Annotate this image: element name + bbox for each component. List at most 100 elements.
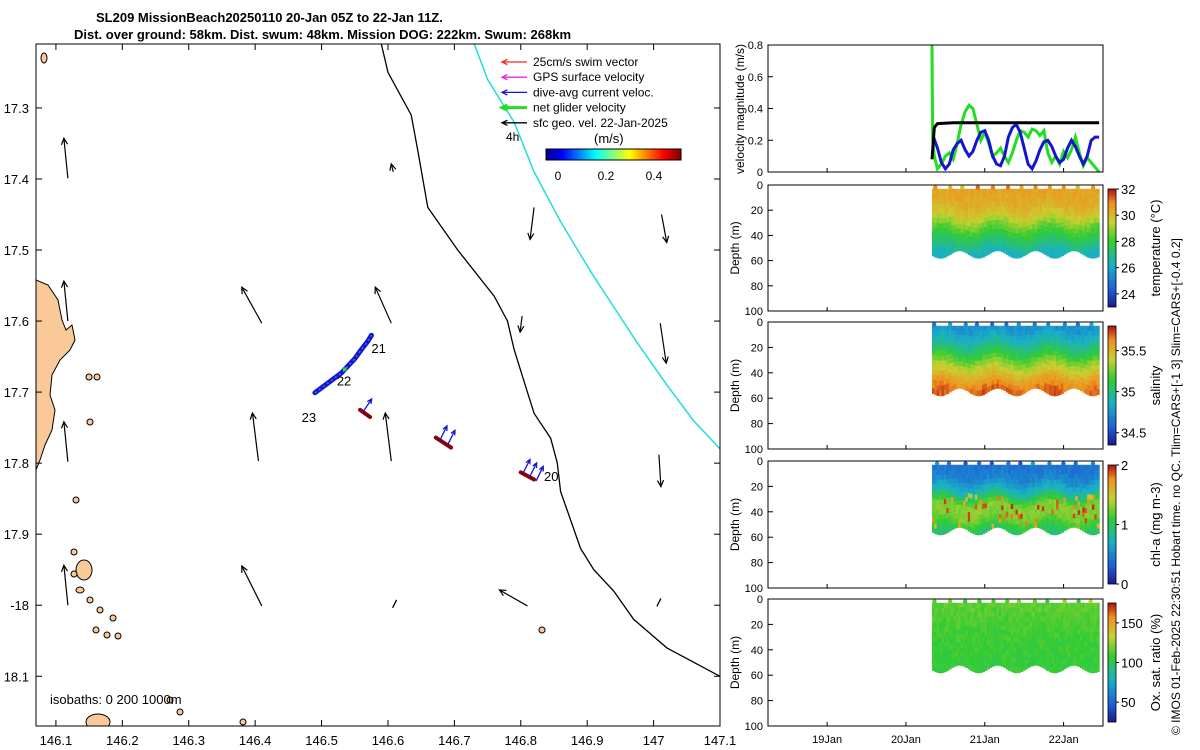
heatmap-cell xyxy=(1003,464,1007,470)
heatmap-cell xyxy=(1051,647,1055,654)
heatmap-cell xyxy=(1020,494,1024,500)
heatmap-cell xyxy=(948,230,952,237)
heatmap-cell xyxy=(1091,529,1095,536)
heatmap-cell xyxy=(1087,499,1091,505)
heatmap-cell xyxy=(943,374,947,381)
heatmap-cell xyxy=(941,627,945,634)
heatmap-cell xyxy=(1006,335,1009,341)
heatmap-cell xyxy=(1082,330,1086,336)
heatmap-cell xyxy=(1027,630,1031,636)
heatmap-cell xyxy=(1006,512,1009,518)
heatmap-cell xyxy=(1025,469,1029,475)
heatmap-cell xyxy=(1087,208,1091,214)
heatmap-cell xyxy=(1068,357,1071,363)
heatmap-cell xyxy=(1091,325,1095,332)
heatmap-cell xyxy=(1001,233,1005,239)
heatmap-cell xyxy=(1015,198,1019,205)
heatmap-cell xyxy=(1044,382,1048,388)
heatmap-cell xyxy=(951,353,955,359)
heatmap-cell xyxy=(1039,611,1043,617)
heatmap-cell xyxy=(1051,632,1055,639)
heatmap-cell xyxy=(1017,370,1021,377)
heatmap-cell xyxy=(1008,631,1012,638)
heatmap-cell xyxy=(960,242,964,247)
island xyxy=(176,708,184,716)
heatmap-cell xyxy=(967,621,971,627)
heatmap-cell xyxy=(1032,352,1036,358)
heatmap-cell xyxy=(986,193,990,199)
heatmap-cell xyxy=(967,207,971,213)
heatmap-cell xyxy=(1044,493,1048,499)
surface-sample-dot xyxy=(1032,322,1037,327)
heatmap-cell xyxy=(1096,622,1100,628)
heatmap-cell xyxy=(1025,616,1029,623)
heatmap-cell xyxy=(1060,383,1064,389)
geo-velocity-arrow xyxy=(382,411,392,462)
heatmap-cell xyxy=(1084,665,1088,672)
heatmap-cell xyxy=(1068,330,1071,336)
heatmap-cell xyxy=(1075,224,1079,230)
heatmap-cell xyxy=(1010,656,1014,663)
heatmap-cell xyxy=(1037,370,1040,376)
heatmap-cell xyxy=(941,340,945,347)
heatmap-cell xyxy=(1060,665,1064,671)
heatmap-cell xyxy=(941,390,945,396)
heatmap-cell xyxy=(1075,188,1079,194)
heatmap-cell xyxy=(1041,662,1045,669)
heatmap-cell xyxy=(967,363,971,369)
heatmap-cell xyxy=(998,366,1002,372)
heatmap-cell xyxy=(965,376,969,382)
heatmap-cell xyxy=(1008,522,1012,529)
geo-short-arrow xyxy=(392,599,398,609)
heatmap-cell xyxy=(946,198,950,204)
heatmap-cell xyxy=(1051,370,1055,377)
heatmap-cell xyxy=(994,651,997,657)
heatmap-cell xyxy=(1077,238,1081,244)
heatmap-cell xyxy=(1080,330,1083,336)
heatmap-cell xyxy=(953,464,957,470)
heatmap-cell xyxy=(994,366,997,372)
heatmap-cell xyxy=(946,222,950,228)
heatmap-cell xyxy=(1077,616,1081,622)
heatmap-cell xyxy=(982,193,986,200)
heatmap-cell xyxy=(1065,607,1069,613)
heatmap-cell xyxy=(1063,339,1067,346)
heatmap-cell xyxy=(1065,469,1069,475)
heatmap-cell xyxy=(1070,500,1074,506)
heatmap-cell xyxy=(943,222,947,229)
heatmap-cell xyxy=(932,246,935,252)
heatmap-cell xyxy=(1048,627,1052,633)
heatmap-cell xyxy=(1034,616,1038,622)
heatmap-cell xyxy=(1058,612,1062,619)
heatmap-cell xyxy=(986,488,990,494)
heatmap-cell xyxy=(1087,198,1091,204)
heatmap-cell xyxy=(955,334,959,340)
heatmap-cell xyxy=(939,652,943,659)
heatmap-cell xyxy=(1070,237,1074,243)
heatmap-cell xyxy=(1020,612,1024,619)
heatmap-cell xyxy=(934,617,938,623)
heatmap-cell xyxy=(1091,375,1095,382)
heatmap-cell xyxy=(1044,479,1048,485)
heatmap-cell xyxy=(972,218,976,224)
heatmap-cell xyxy=(1010,607,1014,614)
heatmap-cell xyxy=(936,203,940,210)
heatmap-cell xyxy=(939,617,943,624)
heatmap-cell xyxy=(1039,380,1043,386)
heatmap-cell xyxy=(1027,602,1031,608)
heatmap-cell xyxy=(967,521,971,527)
heatmap-cell xyxy=(1070,241,1074,247)
heatmap-cell xyxy=(1015,499,1019,506)
heatmap-cell xyxy=(1027,648,1031,654)
heatmap-cell xyxy=(986,216,990,223)
heatmap-cell xyxy=(1072,219,1076,225)
surface-sample-dot xyxy=(1047,461,1052,466)
heatmap-cell xyxy=(1053,612,1057,619)
heatmap-cell xyxy=(939,464,943,471)
heatmap-cell xyxy=(958,469,962,475)
heatmap-cell xyxy=(963,469,966,475)
heatmap-cell xyxy=(1025,339,1029,346)
heatmap-cell xyxy=(953,380,957,386)
